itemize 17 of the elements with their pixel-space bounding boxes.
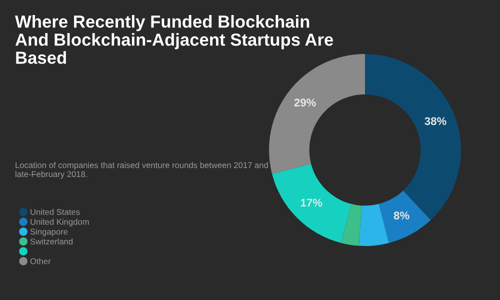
donut-slice: [269, 54, 365, 174]
donut-slice: [272, 164, 352, 243]
text: Location of companies that raised venture rounds between 2017 and late-February 2018.: [16, 162, 268, 179]
donut-slice: [341, 204, 362, 246]
data-label: 8%: [394, 212, 410, 220]
data-label: 17%: [300, 198, 322, 207]
legend-label: Switzerland: [30, 238, 73, 244]
data-label: 29%: [294, 98, 316, 106]
legend-label: United States: [30, 208, 80, 215]
donut-slice: [358, 204, 389, 246]
legend-label: Other: [30, 258, 51, 264]
chart-title: Where Recently Funded Blockchain And Blockchain-Adjacent Startups Are Based: [15, 15, 334, 64]
legend-label: Singapore: [30, 228, 68, 236]
donut-slice: [365, 54, 461, 220]
legend-label: United Kingdom: [30, 218, 89, 226]
data-label: 38%: [424, 117, 446, 126]
donut-slice: [378, 190, 431, 243]
